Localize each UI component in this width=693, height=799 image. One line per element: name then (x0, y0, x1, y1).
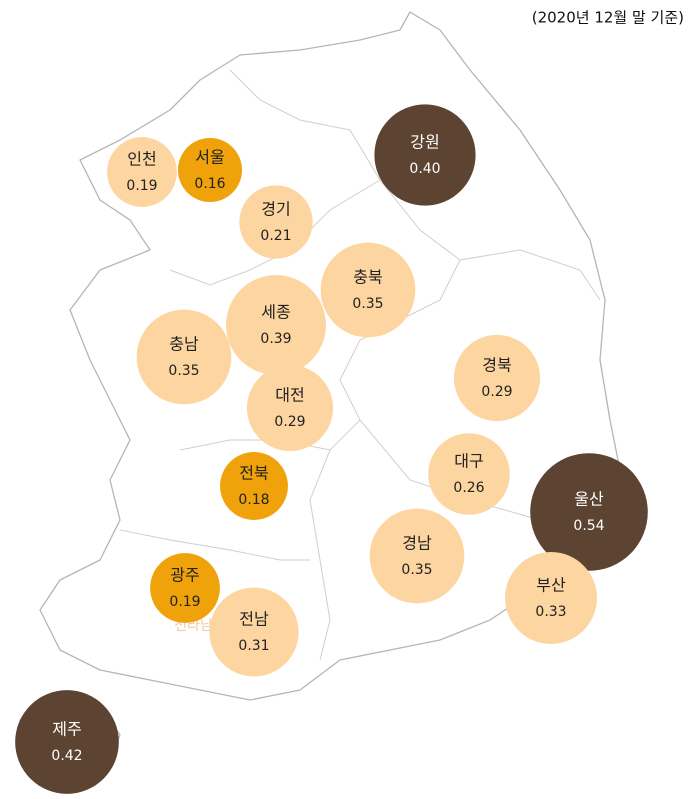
bubble (453, 334, 541, 422)
region-name: 제주 (52, 720, 81, 739)
bubble (15, 690, 119, 794)
region-name: 광주 (170, 566, 199, 585)
region-bubble: 광주 0.19 (150, 553, 220, 623)
bubble (209, 587, 299, 677)
region-bubble: 강원 0.40 (374, 104, 476, 206)
bubble (220, 452, 288, 520)
region-bubble: 대전 0.29 (246, 364, 334, 452)
region-bubble: 경북 0.29 (453, 334, 541, 422)
region-name: 인천 (127, 150, 156, 169)
region-bubble: 부산 0.33 (505, 552, 597, 644)
region-value: 0.42 (51, 748, 82, 764)
region-name: 충남 (169, 335, 199, 354)
region-value: 0.39 (260, 331, 291, 347)
region-value: 0.31 (238, 638, 269, 654)
region-name: 전북 (239, 464, 268, 483)
region-value: 0.35 (401, 562, 432, 578)
region-bubble: 충북 0.35 (320, 242, 416, 338)
region-bubble: 대구 0.26 (428, 433, 510, 515)
region-value: 0.19 (126, 178, 157, 194)
region-name: 전남 (239, 610, 269, 629)
region-bubble: 경남 0.35 (369, 508, 465, 604)
bubble (246, 364, 334, 452)
region-bubble: 충남 0.35 (136, 309, 232, 405)
date-note: (2020년 12월 말 기준) (532, 9, 684, 27)
region-value: 0.29 (274, 414, 305, 430)
bubble (530, 453, 648, 571)
region-value: 0.19 (169, 594, 200, 610)
region-name: 대구 (454, 452, 483, 471)
region-name: 세종 (261, 303, 290, 322)
bubble (369, 508, 465, 604)
region-bubble: 인천 0.19 (107, 137, 177, 207)
bubble (505, 552, 597, 644)
region-value: 0.29 (481, 384, 512, 400)
region-value: 0.26 (453, 480, 484, 496)
bubble (150, 553, 220, 623)
region-bubble: 전남 0.31 (209, 587, 299, 677)
bubble (107, 137, 177, 207)
region-name: 울산 (574, 490, 604, 509)
region-value: 0.40 (409, 161, 440, 177)
region-value: 0.18 (238, 492, 269, 508)
bubble (374, 104, 476, 206)
region-name: 대전 (275, 386, 304, 405)
region-bubble: 세종 0.39 (226, 275, 326, 375)
region-bubble: 경기 0.21 (239, 185, 313, 259)
region-bubble: 서울 0.16 (178, 138, 242, 202)
region-value: 0.35 (352, 296, 383, 312)
region-name: 서울 (195, 148, 224, 167)
bubble (136, 309, 232, 405)
bubble (178, 138, 242, 202)
region-name: 부산 (536, 576, 566, 595)
region-name: 충북 (353, 268, 382, 287)
region-name: 강원 (410, 133, 439, 152)
bubble (226, 275, 326, 375)
region-name: 경남 (402, 534, 432, 553)
region-bubble: 전북 0.18 (220, 452, 288, 520)
region-value: 0.16 (194, 176, 225, 192)
region-value: 0.21 (260, 228, 291, 244)
region-value: 0.35 (168, 363, 199, 379)
bubble (239, 185, 313, 259)
region-name: 경북 (482, 356, 511, 375)
bubble (320, 242, 416, 338)
region-value: 0.33 (535, 604, 566, 620)
bubble (428, 433, 510, 515)
region-value: 0.54 (573, 518, 604, 534)
region-name: 경기 (261, 200, 290, 219)
region-bubble: 제주 0.42 (15, 690, 119, 794)
region-bubble: 울산 0.54 (530, 453, 648, 571)
